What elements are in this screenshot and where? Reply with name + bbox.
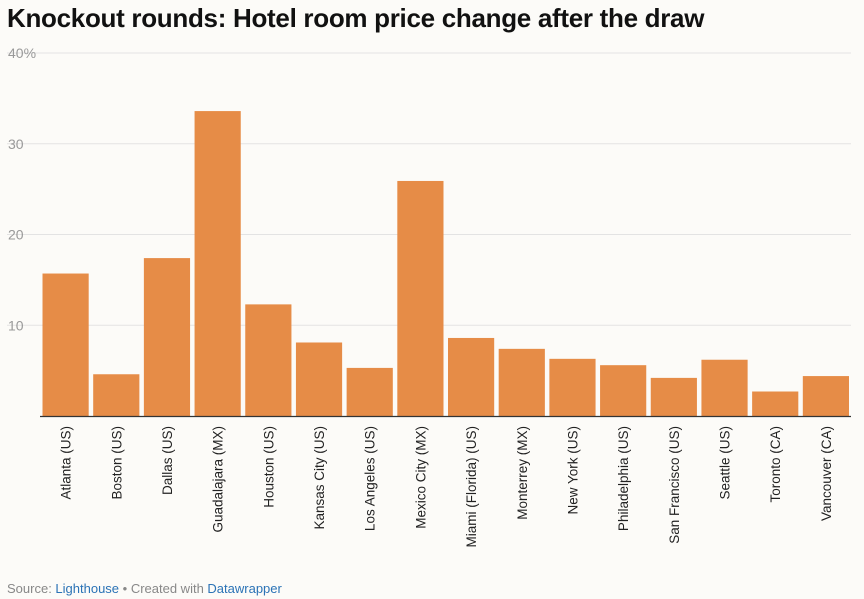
x-tick-label: New York (US) (565, 426, 580, 515)
x-tick-label: Los Angeles (US) (363, 426, 378, 531)
datawrapper-link[interactable]: Datawrapper (207, 581, 282, 596)
x-tick-label: Mexico City (MX) (413, 426, 428, 529)
created-with-text: • Created with (119, 581, 208, 596)
y-tick-label: 40% (8, 45, 36, 61)
bar[interactable] (650, 377, 697, 416)
bar[interactable] (600, 365, 647, 416)
bar[interactable] (93, 374, 140, 416)
x-tick-label: Toronto (CA) (768, 426, 783, 503)
x-tick-label: Dallas (US) (160, 426, 175, 495)
source-prefix: Source: (7, 581, 56, 596)
x-tick-label: Houston (US) (261, 426, 276, 508)
chart-title: Knockout rounds: Hotel room price change… (7, 3, 705, 33)
bar[interactable] (397, 180, 444, 416)
x-tick-label: Philadelphia (US) (616, 426, 631, 531)
bar[interactable] (42, 273, 89, 416)
y-tick-label: 30 (8, 136, 24, 152)
source-link[interactable]: Lighthouse (55, 581, 120, 596)
x-tick-label: Miami (Florida) (US) (464, 426, 479, 548)
bar[interactable] (295, 342, 343, 416)
chart-footer: Source: Lighthouse • Created with Datawr… (7, 581, 282, 596)
x-tick-label: Boston (US) (109, 426, 124, 500)
bar[interactable] (194, 111, 241, 416)
bar[interactable] (701, 359, 748, 416)
x-tick-label: Guadalajara (MX) (211, 426, 226, 533)
bar[interactable] (245, 304, 292, 416)
bar[interactable] (549, 358, 596, 416)
x-tick-label: Monterrey (MX) (515, 426, 530, 520)
bar[interactable] (448, 337, 495, 416)
x-tick-label: Kansas City (US) (312, 426, 327, 530)
y-tick-label: 10 (8, 317, 24, 333)
bar[interactable] (143, 258, 191, 416)
y-tick-label: 20 (8, 227, 24, 243)
bar[interactable] (498, 348, 545, 416)
x-tick-label: Vancouver (CA) (819, 426, 834, 521)
x-tick-label: Seattle (US) (718, 426, 733, 500)
bar[interactable] (752, 391, 799, 416)
x-tick-label: Atlanta (US) (59, 426, 74, 500)
bar[interactable] (802, 376, 849, 416)
bar[interactable] (346, 367, 393, 416)
x-tick-label: San Francisco (US) (667, 426, 682, 544)
